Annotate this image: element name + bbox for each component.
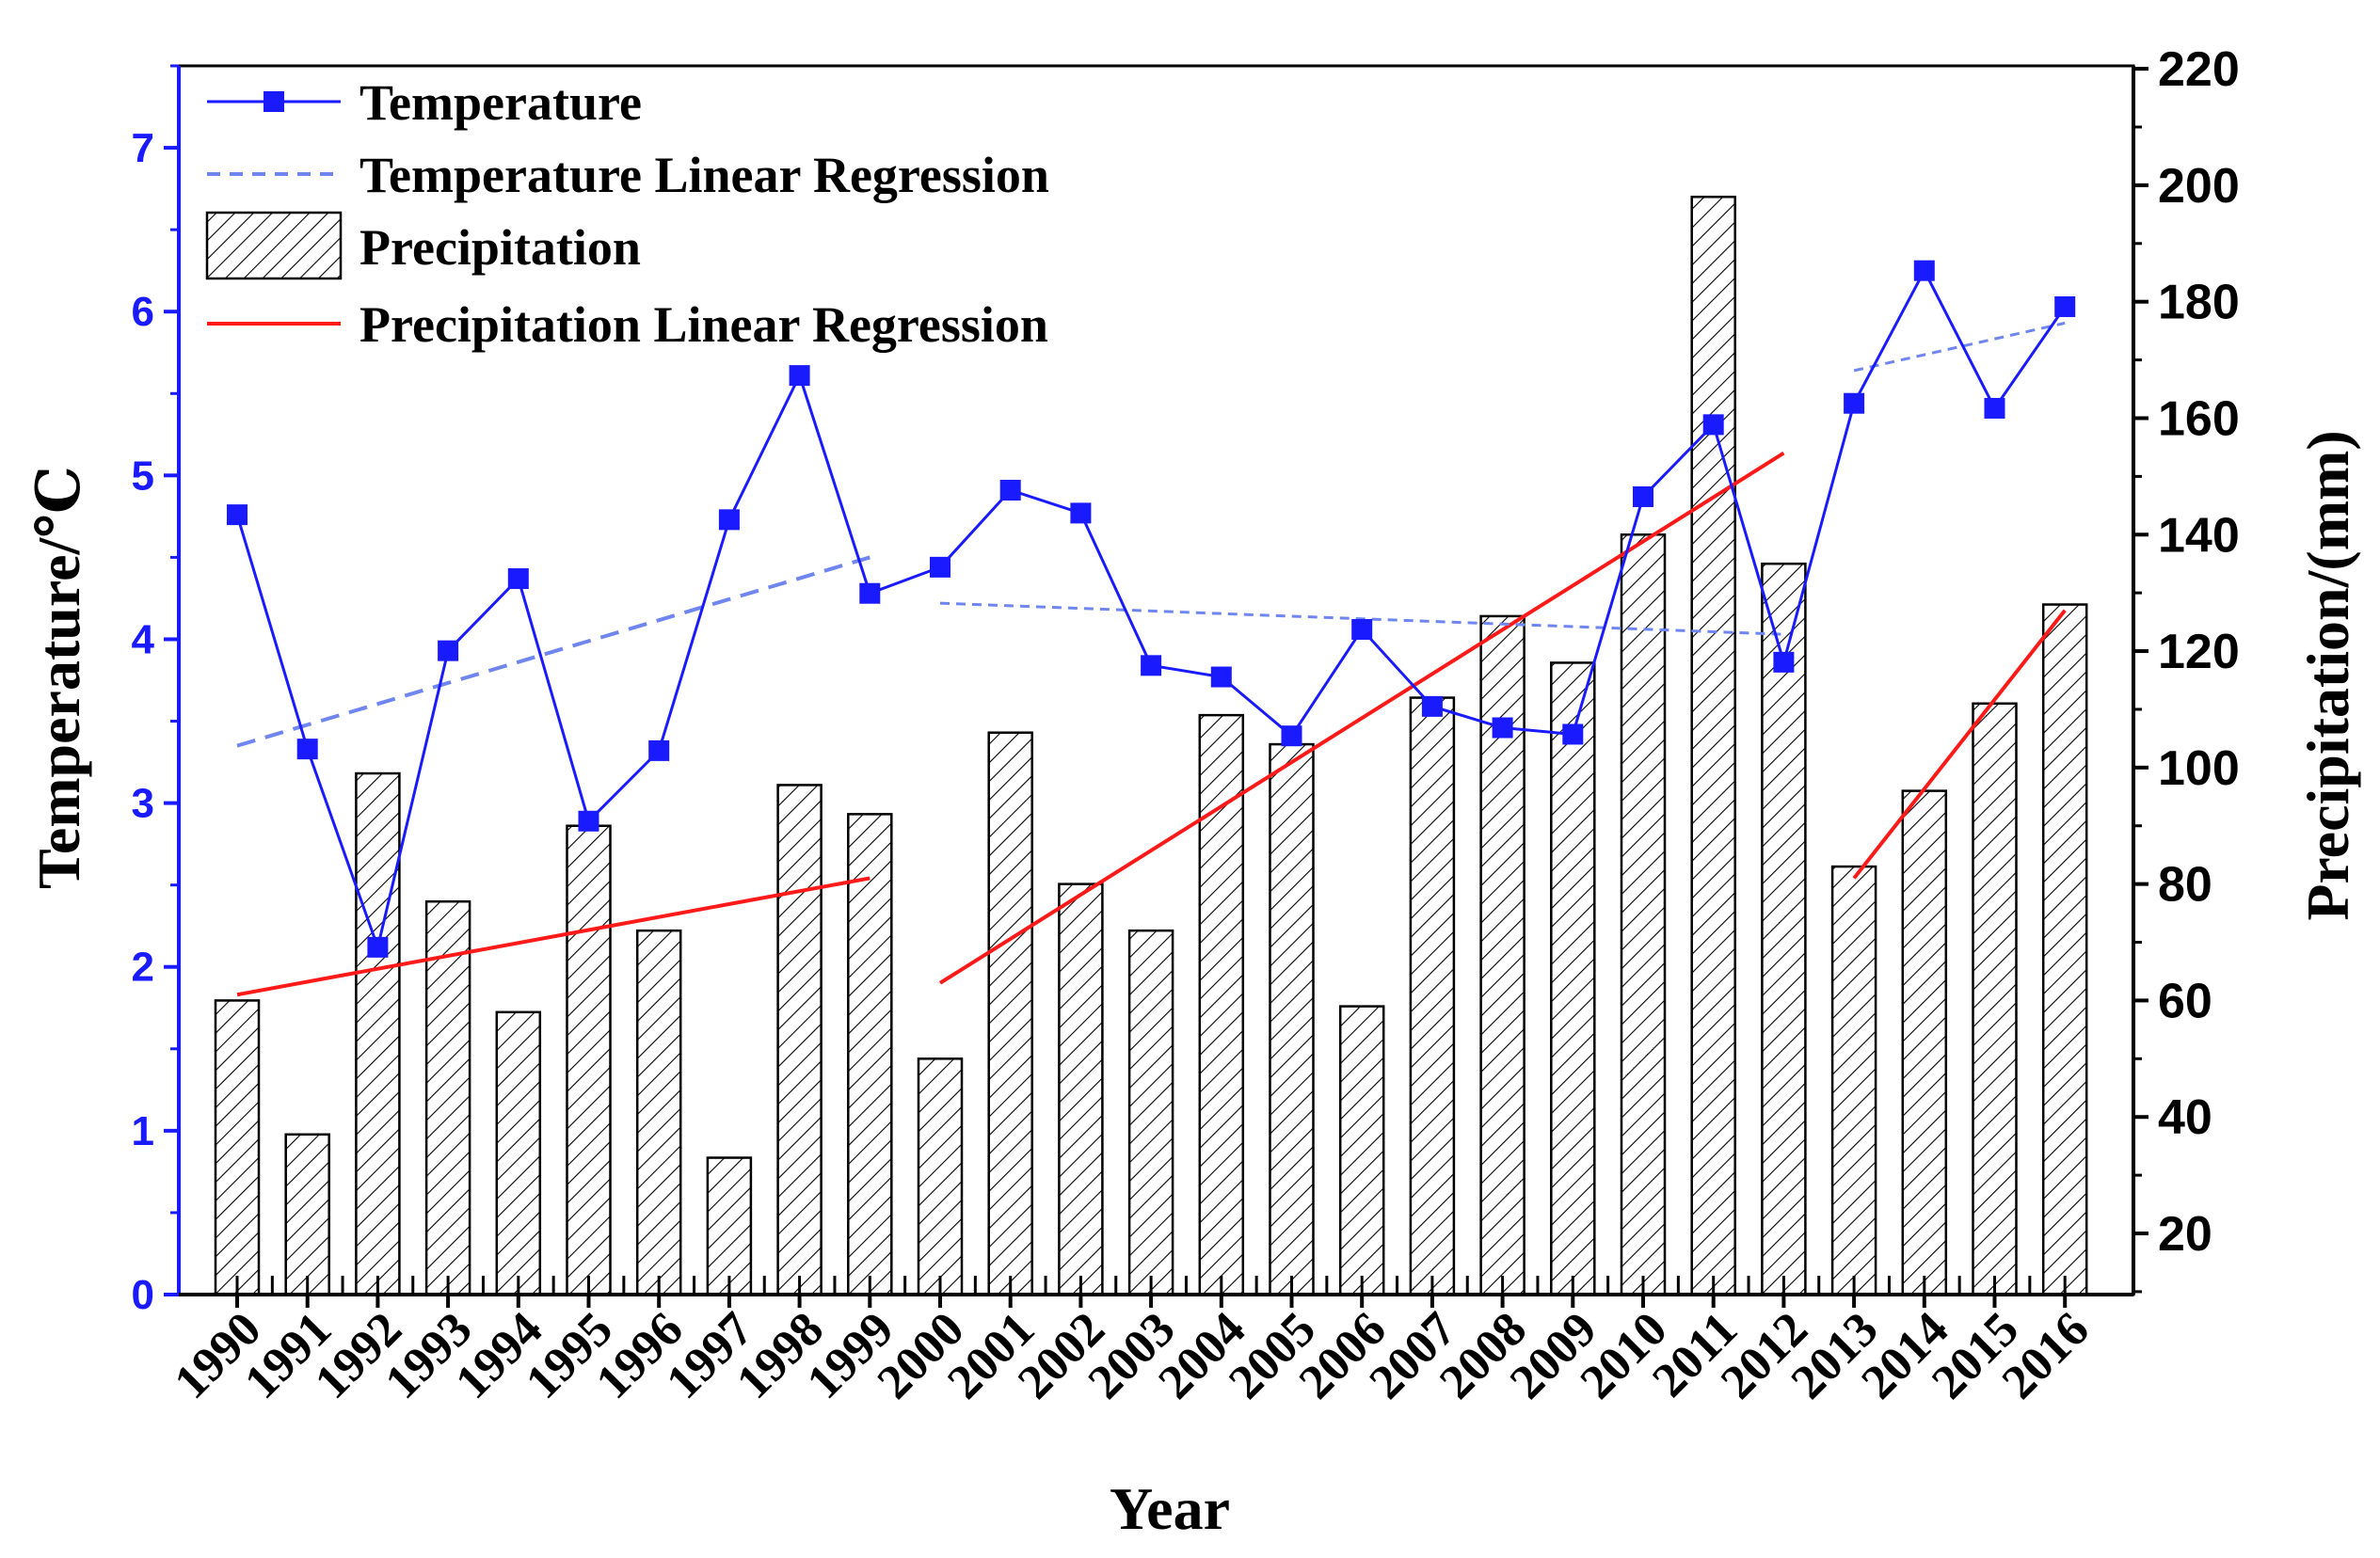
temperature-point [1773,651,1795,673]
precipitation-bar [1620,533,1667,1296]
precipitation-bar [635,929,682,1296]
y-axis-left-tick-label: 2 [132,945,154,991]
temperature-point [1633,485,1653,507]
temperature-point [930,556,950,578]
legend-label-precipitation-regression: Precipitation Linear Regression [359,296,1048,353]
precipitation-bar [776,784,823,1296]
temperature-point [718,509,740,531]
temperature-point [648,739,670,761]
precipitation-bar [214,999,261,1296]
y-axis-left-tick-label: 5 [132,453,154,499]
x-axis-tick-label: 2016 [1992,1302,2100,1409]
y-axis-right-tick-label: 140 [2158,508,2240,563]
temperature-point [2054,295,2076,317]
temperature-point [438,640,459,661]
precipitation-bar [566,824,612,1296]
precipitation-bar [917,1057,964,1296]
temperature-regression-line [939,601,1784,636]
temperature-point [1070,502,1092,524]
temperature-point [1702,414,1724,436]
y-axis-right-tick-label: 160 [2158,391,2240,446]
temperature-point [1492,717,1513,739]
precipitation-bar [706,1156,753,1296]
y-axis-left-tick-label: 6 [132,289,154,335]
temperature-point [296,739,318,760]
x-axis-title: Year [1110,1475,1230,1542]
temperature-point [227,504,248,526]
precipitation-bar [1761,562,1807,1296]
legend-label-temperature: Temperature [359,74,642,131]
y-axis-right-tick-label: 20 [2158,1207,2212,1262]
y-axis-right-tick-label: 60 [2158,974,2212,1028]
legend-label-precipitation: Precipitation [359,219,641,276]
temperature-point [1913,260,1935,281]
y-axis-left-tick-label: 3 [132,781,154,827]
temperature-series [227,260,2076,958]
y-axis-right-tick-label: 80 [2158,858,2212,913]
precipitation-bar [1127,929,1174,1296]
precipitation-regression-line [236,876,871,997]
temperature-regression-line [236,555,871,748]
y-axis-left-tick-label: 4 [132,616,155,662]
precipitation-bar [1338,1005,1385,1296]
temperature-point [1562,723,1584,745]
precipitation-regression-line [938,451,1785,985]
precipitation-bar [1550,661,1596,1296]
temperature-point [1210,666,1232,688]
legend: Temperature Temperature Linear Regression… [205,74,1049,353]
y-axis-right-tick-label: 180 [2158,276,2240,330]
regression-lines [236,321,2067,997]
precipitation-regression-line [1852,609,2067,880]
precipitation-bar [987,731,1033,1296]
temperature-regression-line [1853,321,2066,373]
temperature-point [789,365,810,387]
temperature-point [1984,397,2005,419]
y-axis-left-tick-label: 0 [132,1272,154,1318]
temperature-point [1421,695,1443,717]
legend-precipitation-swatch [205,211,343,280]
precipitation-bar [355,771,401,1296]
precipitation-bar [847,813,893,1296]
precipitation-bar [2041,603,2088,1296]
y-axis-right-title: Precipitation/(mm) [2294,430,2361,920]
temperature-point [999,480,1021,501]
y-axis-right-tick-label: 120 [2158,625,2240,679]
y-axis-right-tick-label: 100 [2158,741,2240,796]
y-axis-left-tick-label: 1 [132,1108,154,1154]
temperature-point [578,810,599,832]
temperature-point [367,936,389,958]
y-axis-right-tick-label: 220 [2158,42,2240,97]
precipitation-bar [1269,742,1315,1296]
precipitation-bar [1690,196,1736,1296]
legend-label-temperature-regression: Temperature Linear Regression [359,147,1049,203]
temperature-point [1844,392,1865,414]
temperature-point [859,582,881,604]
y-axis-left-tick-label: 7 [132,125,154,171]
precipitation-bar [1198,713,1245,1296]
legend-temperature-marker [264,91,284,112]
temperature-point [507,568,529,590]
precipitation-bar [1901,789,1948,1296]
precipitation-bar [1830,865,1877,1296]
precipitation-bar [495,1010,542,1296]
temperature-point [1351,619,1373,641]
precipitation-bar [284,1133,330,1296]
precipitation-bar [1058,882,1104,1296]
precipitation-bar [1972,702,2018,1296]
y-axis-right-tick-label: 200 [2158,159,2240,214]
precipitation-bars [214,196,2088,1296]
temperature-point [1281,725,1302,747]
precipitation-bar [1409,696,1456,1296]
temperature-point [1141,655,1162,676]
y-axis-right-tick-label: 40 [2158,1090,2212,1145]
y-axis-left-title: Temperature/℃ [25,466,92,889]
